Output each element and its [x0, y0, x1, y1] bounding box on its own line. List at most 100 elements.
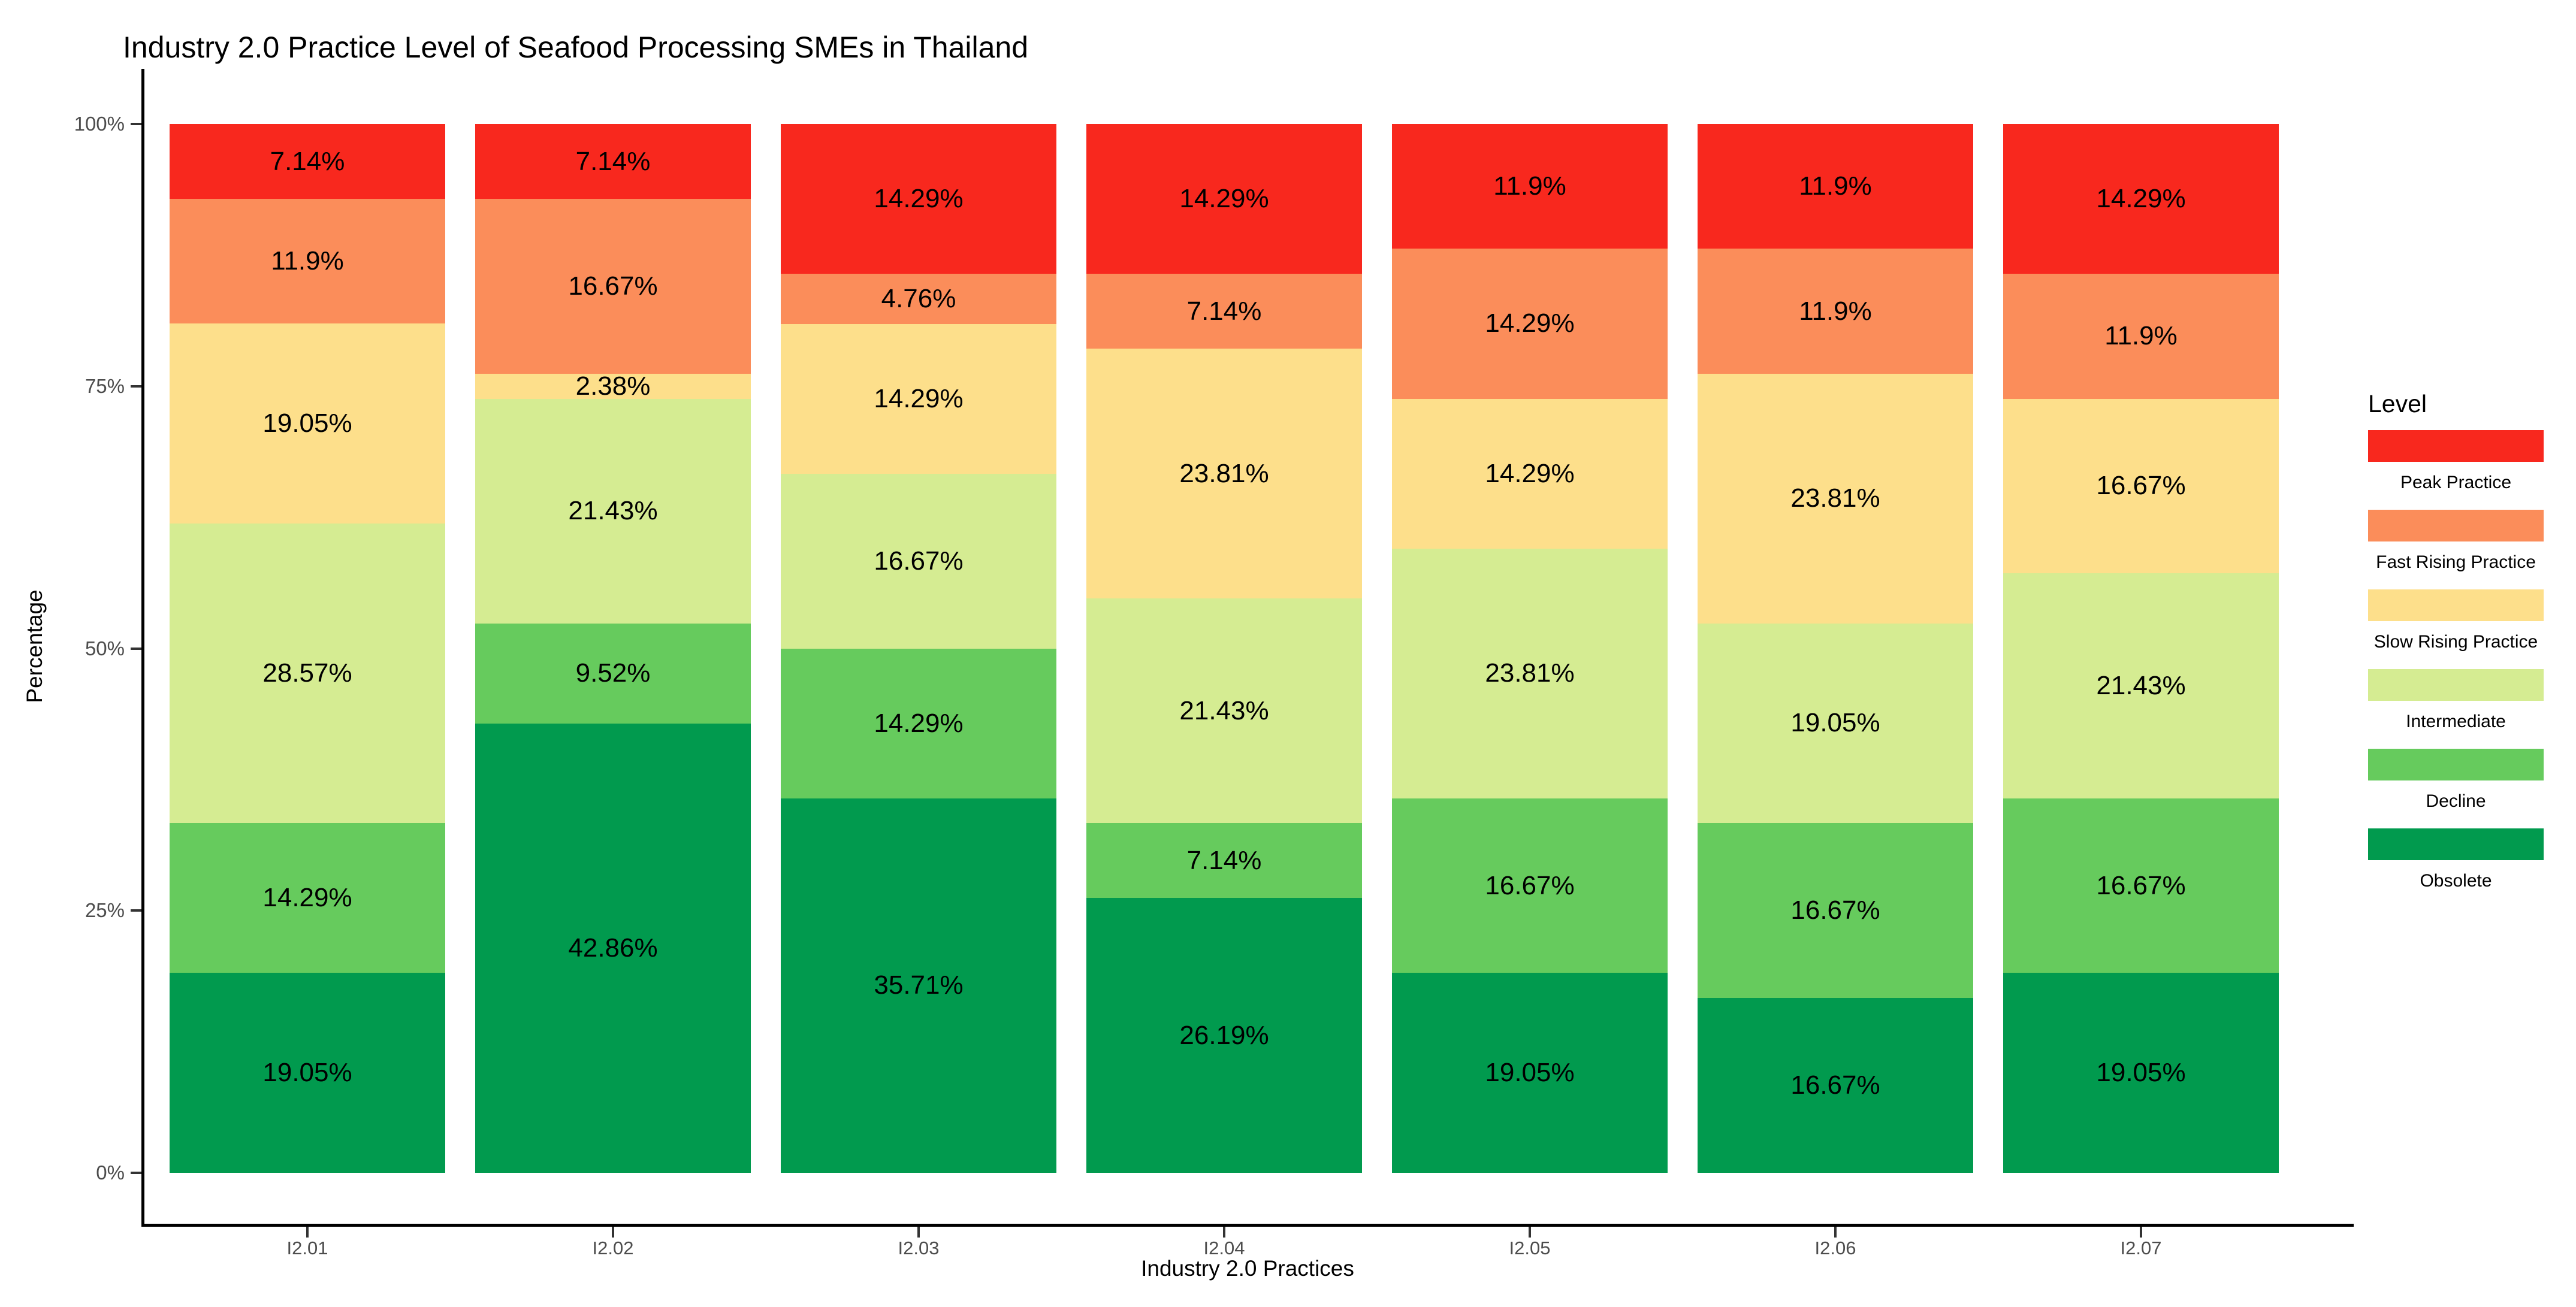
bar-segment: 16.67% — [475, 199, 751, 374]
bar-segment: 23.81% — [1086, 349, 1362, 599]
legend-swatch — [2368, 510, 2544, 541]
segment-label: 16.67% — [2096, 870, 2186, 900]
bar-segment: 19.05% — [170, 973, 445, 1173]
bar-segment: 28.57% — [170, 523, 445, 824]
bar-segment: 9.52% — [475, 623, 751, 724]
bar-segment: 11.9% — [2003, 274, 2279, 399]
bar-segment: 23.81% — [1698, 373, 1973, 624]
legend-swatch — [2368, 430, 2544, 462]
bar-segment: 19.05% — [2003, 973, 2279, 1173]
bar-segment: 7.14% — [1086, 274, 1362, 349]
bar-segment: 7.14% — [170, 124, 445, 199]
y-axis-tick-label: 25% — [84, 899, 125, 922]
bar-segment: 23.81% — [1392, 548, 1668, 798]
bar-segment: 16.67% — [1392, 798, 1668, 973]
segment-label: 14.29% — [874, 184, 964, 214]
bar-segment: 21.43% — [475, 398, 751, 624]
segment-label: 26.19% — [1179, 1020, 1269, 1050]
segment-label: 19.05% — [262, 1058, 352, 1088]
legend-items: Peak Practice Fast Rising Practice Slow Ri… — [2368, 430, 2544, 890]
y-axis-tick — [131, 647, 141, 650]
segment-label: 14.29% — [874, 383, 964, 413]
y-axis-tick — [131, 1172, 141, 1174]
x-axis-title: Industry 2.0 Practices — [1141, 1256, 1354, 1281]
y-axis-tick — [131, 909, 141, 912]
y-axis-tick-label: 100% — [74, 113, 125, 135]
bar-segment: 16.67% — [781, 473, 1056, 649]
chart-title: Industry 2.0 Practice Level of Seafood P… — [123, 31, 1029, 64]
legend-label: Peak Practice — [2400, 473, 2512, 492]
bar-segment: 26.19% — [1086, 898, 1362, 1173]
segment-label: 11.9% — [271, 246, 344, 276]
x-axis-tick-label: I2.02 — [592, 1238, 634, 1258]
plot-area: 7.14% 11.9% 19.05% 28.57% 14.29% 19.05% 7.14% 1… — [144, 69, 2355, 1224]
x-axis-tick-label: I2.01 — [286, 1238, 328, 1258]
bar-I2.06: 11.9% 11.9% 23.81% 19.05% 16.67% 16.67% — [1698, 124, 1973, 1173]
segment-label: 14.29% — [874, 708, 964, 738]
segment-label: 21.43% — [568, 496, 658, 526]
x-axis-tick — [1529, 1227, 1531, 1238]
legend-label: Slow Rising Practice — [2373, 632, 2538, 652]
segment-label: 19.05% — [262, 409, 352, 438]
bar-segment: 14.29% — [781, 323, 1056, 474]
x-axis-line — [141, 1224, 2354, 1227]
segment-label: 7.14% — [1186, 296, 1262, 326]
segment-label: 16.67% — [568, 271, 658, 301]
bar-segment: 21.43% — [2003, 573, 2279, 798]
segment-label: 23.81% — [1485, 658, 1575, 688]
segment-label: 4.76% — [881, 283, 956, 313]
y-axis-line — [141, 69, 144, 1227]
bar-segment: 11.9% — [1392, 124, 1668, 249]
x-axis-tick-label: I2.04 — [1203, 1238, 1245, 1258]
x-axis-tick-label: I2.06 — [1814, 1238, 1856, 1258]
x-axis-tick — [1223, 1227, 1225, 1238]
segment-label: 11.9% — [1493, 171, 1566, 201]
legend-swatch — [2368, 589, 2544, 621]
segment-label: 11.9% — [1799, 171, 1872, 201]
legend-label: Fast Rising Practice — [2376, 552, 2536, 572]
legend-label: Decline — [2426, 791, 2486, 811]
legend-title: Level — [2368, 390, 2427, 417]
segment-label: 16.67% — [1790, 895, 1880, 925]
bar-segment: 14.29% — [781, 648, 1056, 798]
bar-segment: 35.71% — [781, 798, 1056, 1173]
bar-segment: 4.76% — [781, 274, 1056, 324]
legend: Level Peak Practice Fast Rising Practice S… — [2368, 391, 2544, 908]
segment-label: 14.29% — [1179, 184, 1269, 214]
segment-label: 16.67% — [874, 546, 964, 576]
segment-label: 16.67% — [2096, 471, 2186, 501]
segment-label: 14.29% — [262, 883, 352, 913]
segment-label: 19.05% — [1485, 1058, 1575, 1088]
segment-label: 11.9% — [1799, 296, 1872, 326]
bar-segment: 21.43% — [1086, 598, 1362, 824]
segment-label: 2.38% — [575, 371, 651, 401]
y-axis-tick-label: 75% — [84, 374, 125, 397]
segment-label: 28.57% — [262, 658, 352, 688]
segment-label: 14.29% — [1485, 458, 1575, 488]
bar-segment: 2.38% — [475, 371, 751, 401]
segment-label: 23.81% — [1179, 458, 1269, 488]
bar-segment: 7.14% — [475, 124, 751, 199]
bar-I2.07: 14.29% 11.9% 16.67% 21.43% 16.67% 19.05% — [2003, 124, 2279, 1173]
legend-item: Intermediate — [2368, 669, 2544, 731]
segment-label: 7.14% — [270, 146, 345, 176]
legend-item: Decline — [2368, 749, 2544, 810]
bar-segment: 16.67% — [1698, 998, 1973, 1173]
bar-segment: 14.29% — [1086, 124, 1362, 274]
bar-I2.03: 14.29% 4.76% 14.29% 16.67% 14.29% 35.71% — [781, 124, 1056, 1173]
bar-I2.04: 14.29% 7.14% 23.81% 21.43% 7.14% 26.19% — [1086, 124, 1362, 1173]
segment-label: 21.43% — [2096, 670, 2186, 700]
legend-label: Obsolete — [2420, 871, 2492, 891]
bar-segment: 14.29% — [2003, 124, 2279, 274]
y-axis-tick — [131, 123, 141, 125]
legend-swatch — [2368, 749, 2544, 780]
bar-I2.05: 11.9% 14.29% 14.29% 23.81% 16.67% 19.05% — [1392, 124, 1668, 1173]
bar-segment: 14.29% — [170, 823, 445, 973]
bar-segment: 16.67% — [2003, 398, 2279, 574]
segment-label: 42.86% — [568, 933, 658, 963]
bar-segment: 11.9% — [1698, 124, 1973, 249]
legend-swatch — [2368, 828, 2544, 860]
x-axis-tick — [2140, 1227, 2142, 1238]
x-axis-tick-label: I2.05 — [1509, 1238, 1551, 1258]
bar-segment: 14.29% — [1392, 398, 1668, 549]
